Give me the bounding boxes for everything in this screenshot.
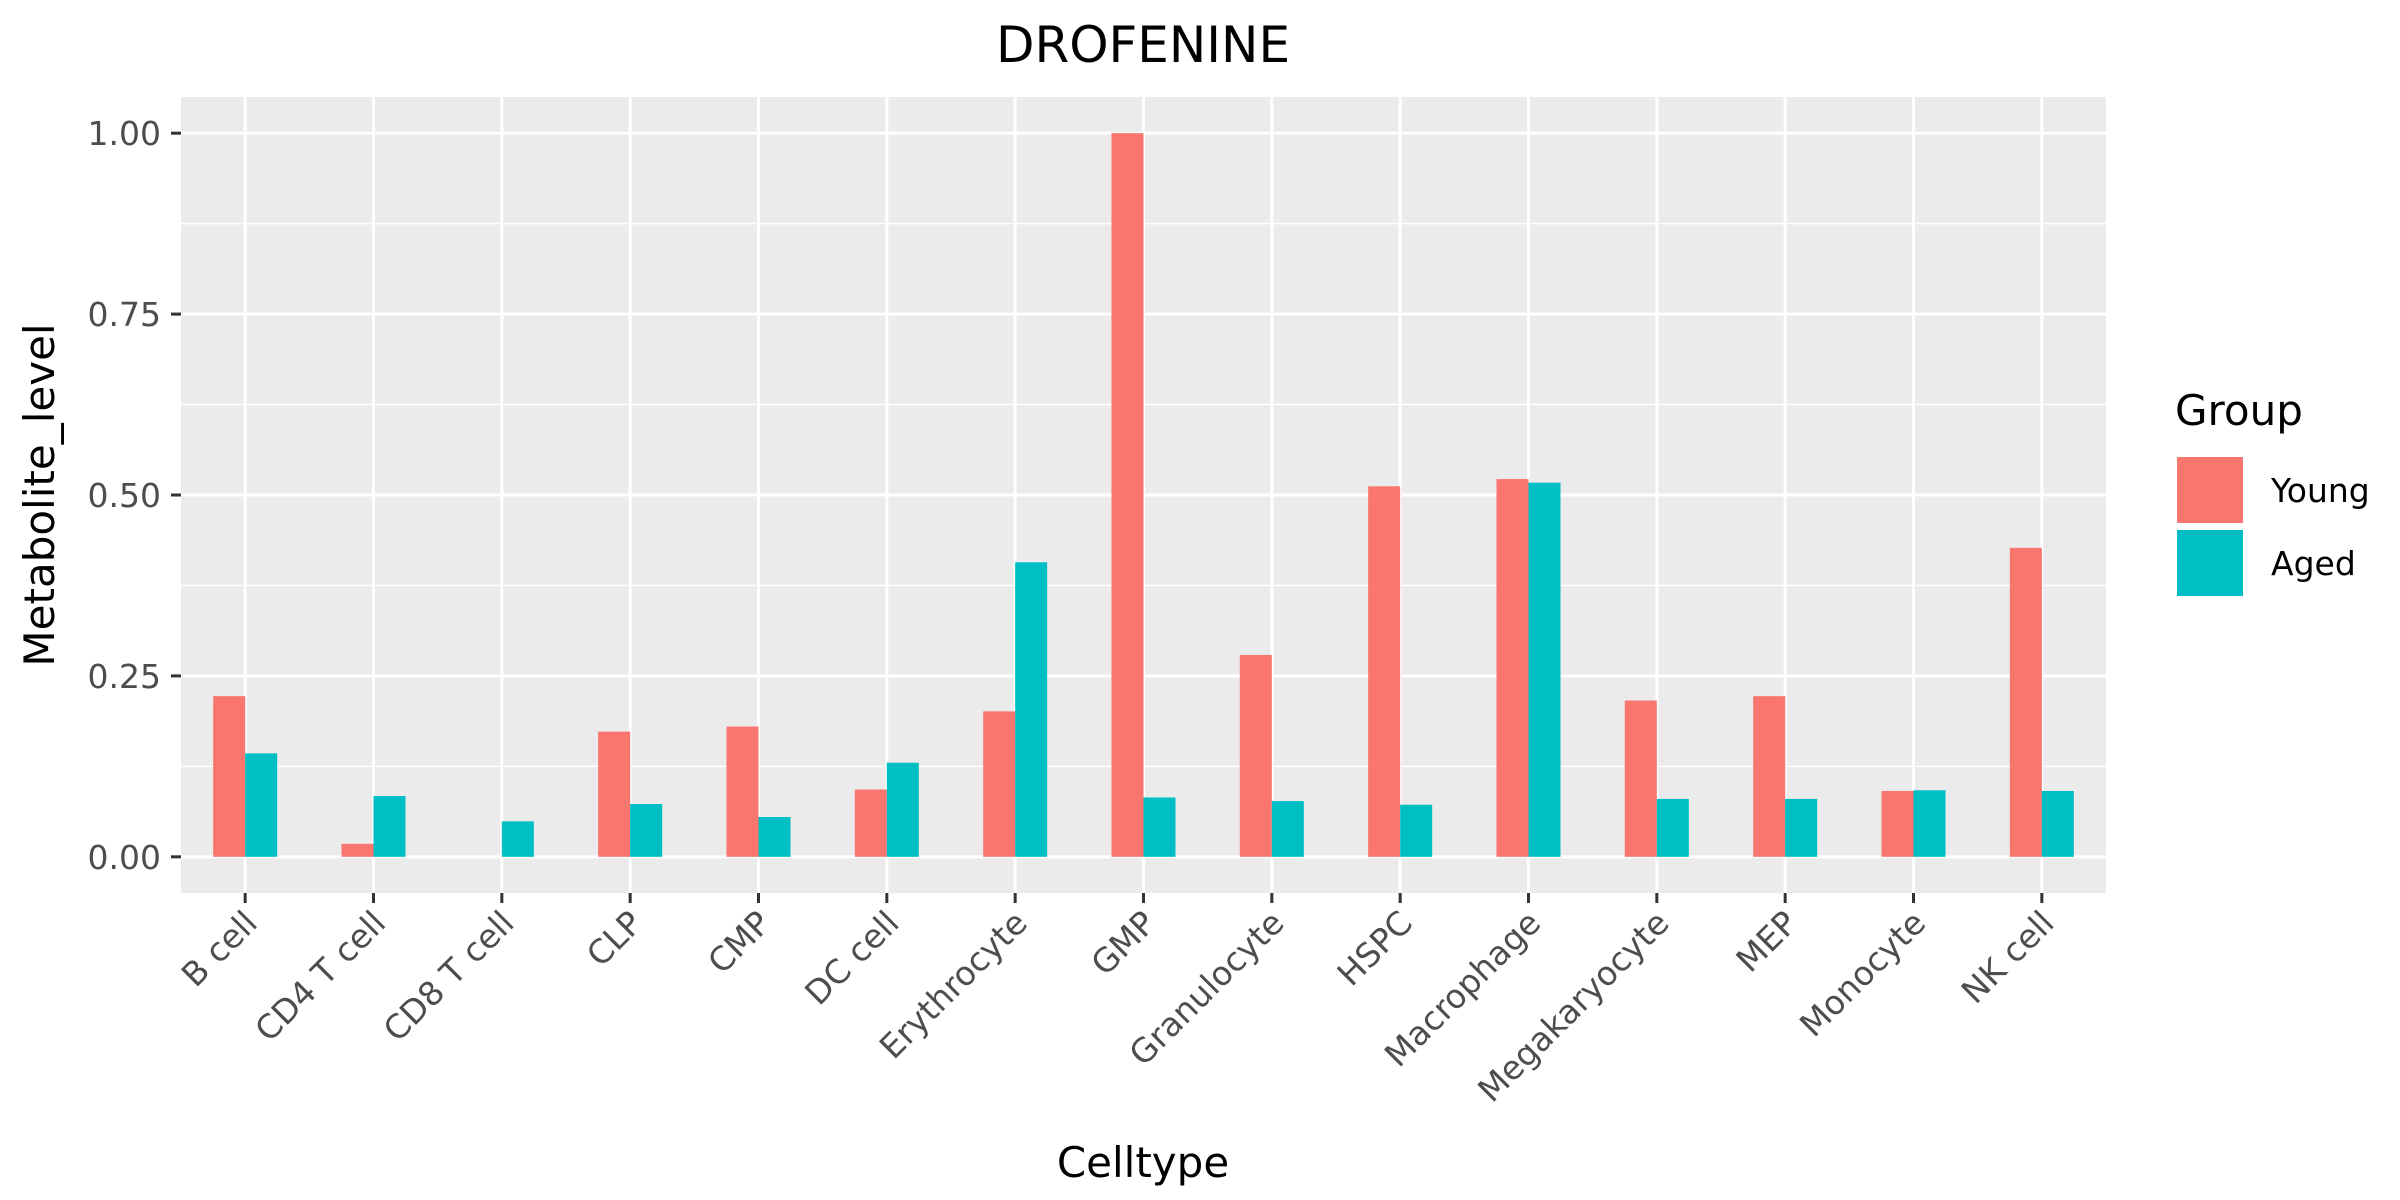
x-tick-label: B cell xyxy=(174,903,265,994)
x-tick-label: Monocyte xyxy=(1792,903,1933,1044)
y-tick-label: 0.75 xyxy=(88,295,161,334)
x-tick-label: CD4 T cell xyxy=(247,903,393,1049)
bar-young xyxy=(1881,790,1914,857)
bar-young xyxy=(726,726,759,857)
x-tick-label: GMP xyxy=(1083,903,1163,983)
bar-aged xyxy=(1785,798,1818,857)
bars xyxy=(213,133,2074,857)
bar-young xyxy=(1239,654,1272,857)
bar-aged xyxy=(1528,482,1561,857)
bar-young xyxy=(213,696,246,857)
x-tick-label: NK cell xyxy=(1954,903,2062,1011)
y-axis-title: Metabolite_level xyxy=(15,323,64,666)
bar-young xyxy=(2009,547,2042,857)
x-tick-label: MEP xyxy=(1728,903,1805,980)
legend-label-young: Young xyxy=(2270,471,2370,510)
bar-young xyxy=(1624,700,1657,857)
x-tick-label: HSPC xyxy=(1330,903,1420,993)
legend-label-aged: Aged xyxy=(2271,544,2356,583)
bar-aged xyxy=(1656,798,1689,857)
bar-aged xyxy=(1015,562,1048,857)
y-tick-label: 0.00 xyxy=(88,838,161,877)
legend-key-aged xyxy=(2177,530,2243,596)
bar-aged xyxy=(1913,790,1946,857)
bar-aged xyxy=(501,821,534,857)
y-tick-label: 0.50 xyxy=(88,476,161,515)
bar-young xyxy=(983,711,1016,857)
bar-aged xyxy=(630,803,663,857)
chart-title: DROFENINE xyxy=(996,16,1290,74)
bar-aged xyxy=(373,796,406,857)
bar-aged xyxy=(1400,804,1433,857)
bar-aged xyxy=(245,753,278,857)
legend-title: Group xyxy=(2175,386,2303,435)
x-tick-label: CLP xyxy=(579,903,650,974)
bar-young xyxy=(1111,133,1144,857)
bar-aged xyxy=(2041,790,2074,857)
x-tick-label: CD8 T cell xyxy=(376,903,522,1049)
bar-young xyxy=(854,789,887,857)
x-tick-label: CMP xyxy=(700,903,778,981)
bar-young xyxy=(1496,479,1529,857)
y-tick-label: 0.25 xyxy=(88,657,161,696)
bar-aged xyxy=(1143,797,1176,857)
bar-aged xyxy=(1271,801,1304,857)
y-tick-label: 1.00 xyxy=(88,114,161,153)
bar-aged xyxy=(758,817,791,857)
x-tick-label: DC cell xyxy=(797,903,906,1012)
legend: Group Young Aged xyxy=(2175,386,2370,596)
legend-key-young xyxy=(2177,457,2243,523)
y-axis: 0.00 0.25 0.50 0.75 1.00 xyxy=(88,114,181,877)
bar-young xyxy=(1753,696,1786,857)
bar-young xyxy=(598,731,631,857)
x-axis-title: Celltype xyxy=(1057,1138,1229,1187)
bar-young xyxy=(341,843,374,857)
bar-aged xyxy=(886,762,919,857)
bar-young xyxy=(1368,486,1401,857)
